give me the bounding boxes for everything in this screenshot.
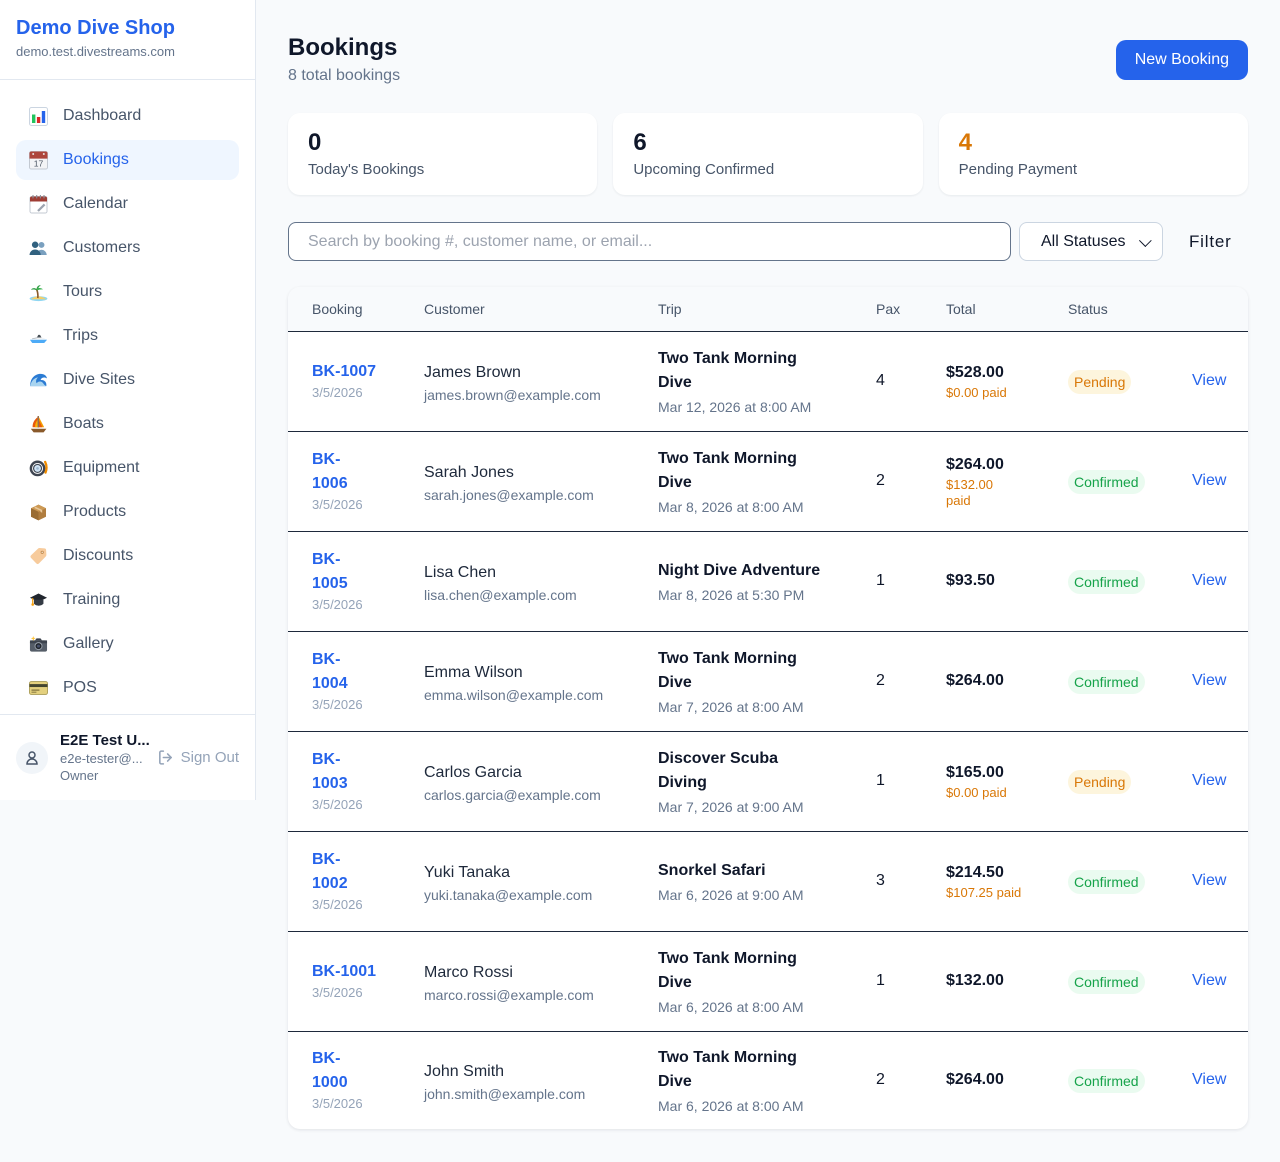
svg-text:17: 17 — [34, 158, 44, 168]
